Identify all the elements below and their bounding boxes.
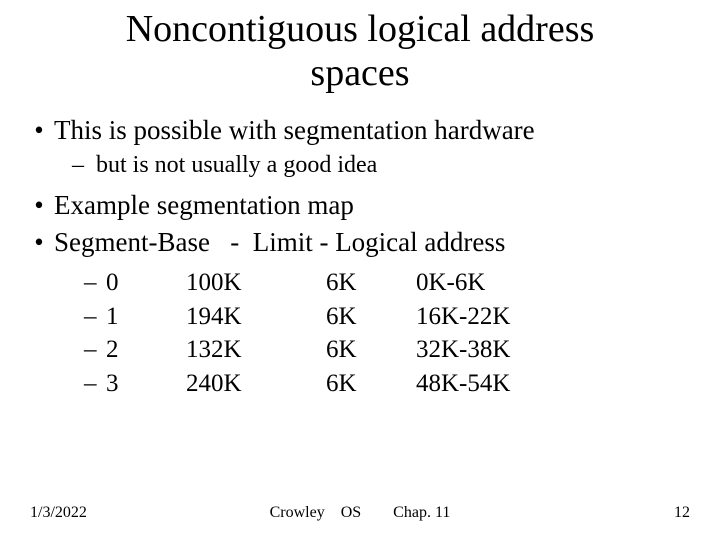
cell-limit: 6K	[326, 266, 416, 300]
bullet-sub-text: but is not usually a good idea	[96, 150, 377, 181]
bullet-dot-icon: •	[24, 188, 54, 223]
segment-table: – 0 100K 6K 0K-6K – 1 194K 6K 16K-22K – …	[84, 266, 696, 401]
bullet-item: • This is possible with segmentation har…	[24, 113, 696, 148]
dash-icon: –	[84, 367, 106, 401]
cell-logical: 32K-38K	[416, 333, 576, 367]
title-line-1: Noncontiguous logical address	[126, 8, 595, 50]
bullet-item: • Segment-Base - Limit - Logical address	[24, 225, 696, 260]
cell-limit: 6K	[326, 333, 416, 367]
footer-page-number: 12	[674, 504, 690, 522]
footer-date: 1/3/2022	[30, 504, 87, 522]
slide-title: Noncontiguous logical address spaces	[0, 0, 720, 95]
table-row: – 2 132K 6K 32K-38K	[84, 333, 696, 367]
cell-logical: 16K-22K	[416, 300, 576, 334]
cell-base: 132K	[186, 333, 326, 367]
cell-segment: 1	[106, 300, 186, 334]
cell-base: 100K	[186, 266, 326, 300]
table-row: – 0 100K 6K 0K-6K	[84, 266, 696, 300]
slide-body: • This is possible with segmentation har…	[0, 95, 720, 400]
cell-limit: 6K	[326, 300, 416, 334]
bullet-dot-icon: •	[24, 113, 54, 148]
bullet-dot-icon: •	[24, 225, 54, 260]
cell-segment: 2	[106, 333, 186, 367]
bullet-text: Segment-Base - Limit - Logical address	[54, 225, 505, 260]
cell-segment: 0	[106, 266, 186, 300]
bullet-sub-item: – but is not usually a good idea	[72, 150, 696, 181]
bullet-item: • Example segmentation map	[24, 188, 696, 223]
bullet-text: This is possible with segmentation hardw…	[54, 113, 535, 148]
cell-logical: 0K-6K	[416, 266, 576, 300]
slide-footer: 1/3/2022 Crowley OS Chap. 11 12	[0, 504, 720, 522]
cell-segment: 3	[106, 367, 186, 401]
dash-icon: –	[72, 150, 96, 181]
cell-base: 240K	[186, 367, 326, 401]
dash-icon: –	[84, 300, 106, 334]
dash-icon: –	[84, 333, 106, 367]
table-row: – 3 240K 6K 48K-54K	[84, 367, 696, 401]
table-row: – 1 194K 6K 16K-22K	[84, 300, 696, 334]
title-line-2: spaces	[310, 52, 409, 94]
cell-base: 194K	[186, 300, 326, 334]
footer-center: Crowley OS Chap. 11	[0, 504, 720, 522]
bullet-text: Example segmentation map	[54, 188, 354, 223]
cell-limit: 6K	[326, 367, 416, 401]
dash-icon: –	[84, 266, 106, 300]
cell-logical: 48K-54K	[416, 367, 576, 401]
slide: Noncontiguous logical address spaces • T…	[0, 0, 720, 540]
